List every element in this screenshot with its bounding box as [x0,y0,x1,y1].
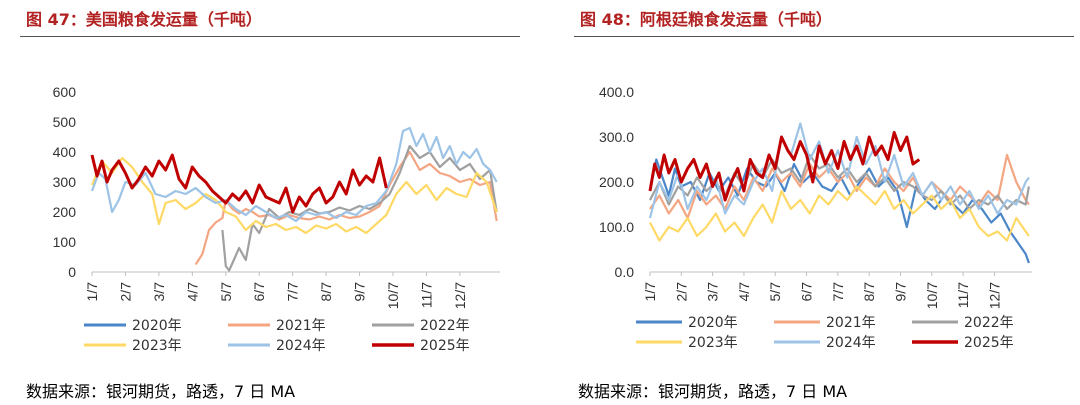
series-line-2020 [648,158,1030,264]
x-tick-label: 1/7 [84,282,100,302]
x-tick-label: 6/7 [799,282,815,302]
legend-label: 2023年 [132,338,182,354]
y-tick-label: 600 [53,84,77,100]
data-source: 数据来源：银河期货，路透，7 日 MA [26,382,296,401]
x-tick-label: 2/7 [673,282,689,302]
x-tick-label: 11/7 [418,282,434,308]
x-tick-label: 4/7 [184,282,200,302]
x-tick-label: 2/7 [117,282,133,302]
y-tick-label: 100.0 [599,219,634,235]
x-tick-label: 10/7 [924,282,940,309]
chart-title: 图 47：美国粮食发运量（千吨） [26,10,262,29]
legend-label: 2020年 [132,318,182,334]
x-tick-label: 6/7 [251,282,267,302]
chart-title: 图 48：阿根廷粮食发运量（千吨） [580,10,832,29]
x-tick-label: 1/7 [642,282,658,302]
legend-label: 2021年 [826,315,876,331]
y-tick-label: 200.0 [599,174,634,190]
legend-label: 2025年 [420,338,470,354]
legend-label: 2023年 [688,335,738,351]
x-tick-label: 5/7 [218,282,234,302]
y-tick-label: 500 [53,114,77,130]
y-tick-label: 100 [53,234,77,250]
x-tick-label: 3/7 [151,282,167,302]
title-divider [20,36,520,37]
x-tick-label: 12/7 [986,282,1002,309]
chart-panel-argentina: 图 48：阿根廷粮食发运量（千吨） 0.0 100.0 200.0 300.0 400.… [568,0,1080,405]
x-tick-label: 10/7 [385,282,401,309]
series-line-2021 [194,150,498,266]
x-tick-label: 5/7 [767,282,783,302]
legend-label: 2021年 [276,318,326,334]
legend-label: 2025年 [964,335,1014,351]
legend-label: 2022年 [964,315,1014,331]
x-tick-label: 7/7 [285,282,301,302]
legend-label: 2024年 [826,335,876,351]
x-tick-label: 9/7 [352,282,368,302]
series-line-2022 [221,144,498,272]
series-line-2025 [90,153,388,214]
x-tick-label: 8/7 [318,282,334,302]
us-grain-shipments-chart: 0 100 200 300 400 500 600 1/7 2/7 3/7 4/7 5/7 6/7 7/7… [53,84,500,354]
data-source: 数据来源：银河期货，路透，7 日 MA [578,382,848,401]
series-line-2021 [649,153,1030,220]
y-tick-label: 0.0 [615,264,635,280]
x-tick-label: 8/7 [861,282,877,302]
y-tick-label: 300 [53,174,77,190]
title-divider [574,36,1074,37]
x-tick-label: 12/7 [452,282,468,309]
x-tick-label: 7/7 [830,282,846,302]
y-tick-label: 400 [53,144,77,160]
y-tick-label: 200 [53,204,77,220]
chart-panel-us: 图 47：美国粮食发运量（千吨） 0 100 200 300 400 500 600 1/7 2… [20,10,520,401]
legend-label: 2022年 [420,318,470,334]
legend-label: 2024年 [276,338,326,354]
x-tick-label: 9/7 [892,282,908,302]
series-line-2023 [649,185,1030,242]
argentina-grain-shipments-chart: 0.0 100.0 200.0 300.0 400.0 1/7 2/7 3/7 4/7 5/7 6/… [599,84,1032,351]
x-tick-label: 4/7 [736,282,752,302]
y-tick-label: 0 [68,264,76,280]
legend-label: 2020年 [688,315,738,331]
series-line-2023 [90,156,498,235]
series-line-2024 [90,126,498,223]
series-line-2025 [648,131,921,202]
y-tick-label: 400.0 [599,84,634,100]
x-tick-label: 3/7 [705,282,721,302]
x-tick-label: 11/7 [955,282,971,308]
y-tick-label: 300.0 [599,129,634,145]
